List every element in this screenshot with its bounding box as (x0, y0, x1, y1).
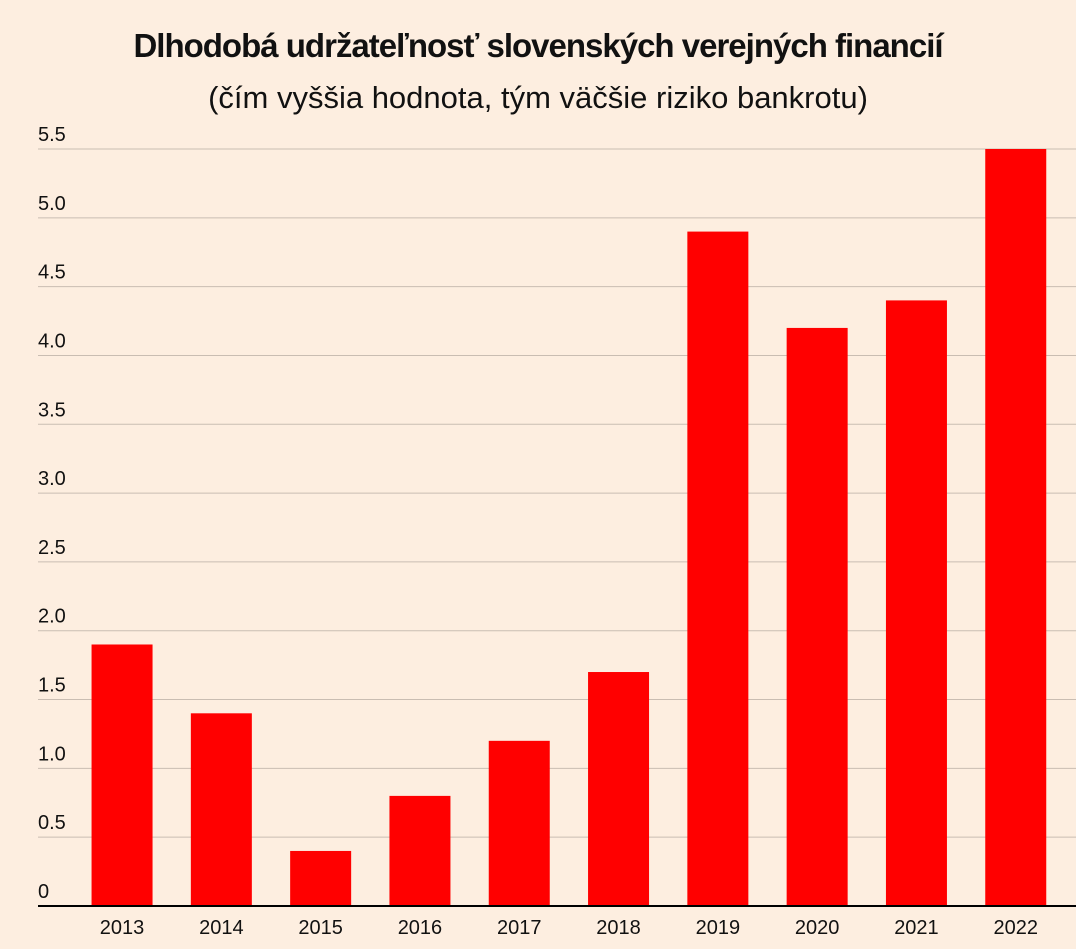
bar (985, 149, 1047, 906)
bar (488, 740, 550, 906)
bar (786, 327, 848, 907)
y-tick-label: 4.0 (38, 330, 66, 352)
chart-title: Dlhodobá udržateľnosť slovenských verejn… (133, 27, 945, 64)
bar (91, 644, 153, 906)
x-tick-label: 2017 (497, 917, 542, 939)
x-tick-label: 2019 (696, 917, 741, 939)
bar (588, 672, 650, 906)
x-tick-label: 2015 (298, 917, 343, 939)
x-tick-label: 2020 (795, 917, 840, 939)
x-tick-label: 2022 (994, 917, 1039, 939)
y-tick-label: 3.5 (38, 399, 66, 421)
y-tick-label: 3.0 (38, 468, 66, 490)
bar (389, 795, 451, 906)
y-tick-label: 4.5 (38, 262, 66, 284)
y-tick-label: 5.5 (38, 124, 66, 146)
bar (190, 713, 252, 906)
x-tick-label: 2014 (199, 917, 244, 939)
y-tick-label: 5.0 (38, 193, 66, 215)
x-tick-label: 2018 (596, 917, 641, 939)
bar (687, 231, 749, 907)
y-tick-label: 1.0 (38, 743, 66, 765)
y-tick-label: 0 (38, 881, 49, 903)
chart-subtitle: (čím vyššia hodnota, tým väčšie riziko b… (208, 80, 868, 115)
bar (885, 300, 947, 906)
y-tick-label: 2.5 (38, 537, 66, 559)
x-tick-label: 2021 (894, 917, 939, 939)
y-tick-label: 1.5 (38, 675, 66, 697)
y-tick-label: 0.5 (38, 812, 66, 834)
y-tick-label: 2.0 (38, 606, 66, 628)
bar (290, 850, 352, 906)
x-tick-label: 2016 (398, 917, 443, 939)
x-tick-label: 2013 (100, 917, 145, 939)
